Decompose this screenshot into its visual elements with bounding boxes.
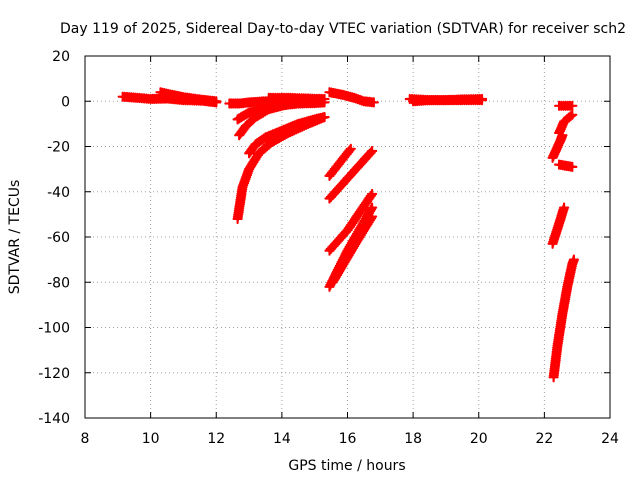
tick-layer <box>84 55 611 419</box>
y-tick-labels: 20 0 -20 -40 -60 -80 -100 -120 -140 <box>38 49 70 427</box>
data-series-arc-2 <box>155 87 222 107</box>
x-tick-label: 18 <box>404 431 422 447</box>
x-tick-label: 8 <box>81 431 90 447</box>
x-tick-label: 16 <box>339 431 357 447</box>
data-marks-arc-21 <box>547 202 570 249</box>
chart-title: Day 119 of 2025, Sidereal Day-to-day VTE… <box>60 21 626 37</box>
y-tick-label: -100 <box>38 321 70 337</box>
data-marks-arc-14 <box>327 211 378 288</box>
data-marks-arc-2 <box>155 87 222 107</box>
data-marks-arc-16 <box>408 93 488 107</box>
data-series-arc-10 <box>324 143 356 181</box>
x-tick-label: 22 <box>535 431 553 447</box>
data-series-arc-17 <box>554 100 578 111</box>
y-tick-label: 0 <box>61 94 70 110</box>
data-marks-arc-10 <box>324 143 356 181</box>
data-series-arc-6 <box>234 98 297 141</box>
x-tick-label: 14 <box>273 431 291 447</box>
x-tick-label: 24 <box>601 431 619 447</box>
y-tick-label: -20 <box>47 140 70 156</box>
y-tick-label: 20 <box>52 49 70 65</box>
data-series-arc-19 <box>554 159 578 172</box>
data-series-arc-20 <box>547 130 568 163</box>
data-series-arc-22 <box>548 254 579 383</box>
data-series-arc-11 <box>324 145 378 204</box>
data-marks-arc-12 <box>324 188 378 256</box>
data-marks-arc-9 <box>324 87 379 108</box>
y-tick-label: -80 <box>47 275 70 291</box>
data-series-arc-12 <box>324 188 378 256</box>
y-tick-label: -120 <box>38 366 70 382</box>
x-tick-label: 20 <box>470 431 488 447</box>
y-tick-label: -40 <box>47 185 70 201</box>
data-series-arc-9 <box>324 87 379 108</box>
data-series-arc-16 <box>408 93 488 107</box>
data-series-arc-21 <box>547 202 570 249</box>
data-marks-arc-20 <box>547 130 568 163</box>
x-tick-label: 10 <box>142 431 160 447</box>
data-marks-arc-18 <box>554 109 578 138</box>
data-marks-arc-8 <box>232 112 330 224</box>
data-layer <box>117 87 579 383</box>
y-tick-label: -140 <box>38 411 70 427</box>
data-marks-arc-19 <box>554 159 578 172</box>
data-series-arc-14 <box>327 211 378 288</box>
x-tick-labels: 8 10 12 14 16 18 20 22 24 <box>81 431 619 447</box>
y-tick-label: -60 <box>47 230 70 246</box>
y-axis-title: SDTVAR / TECUs <box>7 180 23 295</box>
x-tick-label: 12 <box>207 431 225 447</box>
data-series-arc-8 <box>232 112 330 224</box>
data-marks-arc-11 <box>324 145 378 204</box>
data-series-arc-18 <box>554 109 578 138</box>
x-axis-title: GPS time / hours <box>288 458 405 474</box>
grid-layer <box>85 56 610 418</box>
data-marks-arc-17 <box>554 100 578 111</box>
data-marks-arc-6 <box>234 98 297 141</box>
data-marks-arc-22 <box>548 254 579 383</box>
